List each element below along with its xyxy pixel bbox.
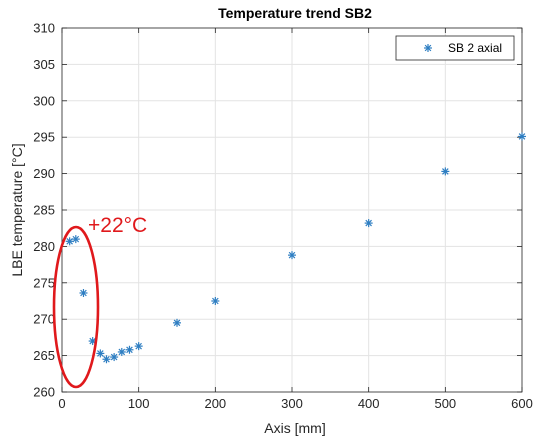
- data-point: [288, 251, 296, 260]
- x-axis-label: Axis [mm]: [264, 420, 325, 436]
- y-tick-label: 270: [33, 312, 55, 327]
- y-tick-label: 310: [33, 21, 55, 36]
- y-tick-label: 290: [33, 166, 55, 181]
- x-tick-label: 0: [58, 396, 65, 411]
- legend: SB 2 axial: [395, 35, 515, 61]
- data-point: [173, 318, 181, 327]
- data-point: [211, 297, 220, 305]
- y-tick-label: 260: [33, 385, 55, 400]
- data-point: [102, 355, 111, 364]
- data-point: [364, 219, 373, 228]
- y-tick-label: 275: [33, 275, 55, 290]
- legend-marker: [424, 44, 432, 52]
- axis-ticks: 0 100 200 300 400 500 600 260 265 270 275 280 285 290…: [33, 21, 533, 412]
- y-tick-label: 305: [33, 57, 55, 72]
- x-tick-label: 200: [204, 396, 226, 411]
- y-tick-label: 280: [33, 239, 55, 254]
- y-axis-label: LBE temperature [°C]: [9, 143, 25, 276]
- data-point: [96, 349, 105, 358]
- data-points: [65, 132, 526, 364]
- data-point: [65, 237, 74, 246]
- x-tick-label: 100: [128, 396, 150, 411]
- highlight-ellipse: [52, 225, 100, 389]
- y-tick-label: 300: [33, 93, 55, 108]
- data-point: [441, 167, 450, 176]
- data-point: [117, 347, 126, 356]
- data-point: [134, 342, 143, 351]
- data-point: [71, 235, 80, 244]
- data-point: [125, 345, 134, 354]
- x-tick-label: 300: [281, 396, 303, 411]
- legend-marker-symbol: [424, 44, 432, 52]
- data-point: [110, 353, 119, 362]
- legend-box: [395, 35, 515, 61]
- x-tick-label: 600: [511, 396, 533, 411]
- y-tick-label: 295: [33, 130, 55, 145]
- plot-frame: [61, 27, 523, 393]
- y-tick-label: 285: [33, 203, 55, 218]
- y-tick-label: 265: [33, 348, 55, 363]
- chart-title: Temperature trend SB2: [218, 5, 372, 21]
- x-tick-label: 400: [358, 396, 380, 411]
- x-tick-label: 500: [434, 396, 456, 411]
- annotation-text: +22°C: [88, 214, 147, 237]
- data-point: [79, 288, 88, 297]
- data-point: [518, 132, 526, 141]
- legend-label: SB 2 axial: [448, 41, 502, 55]
